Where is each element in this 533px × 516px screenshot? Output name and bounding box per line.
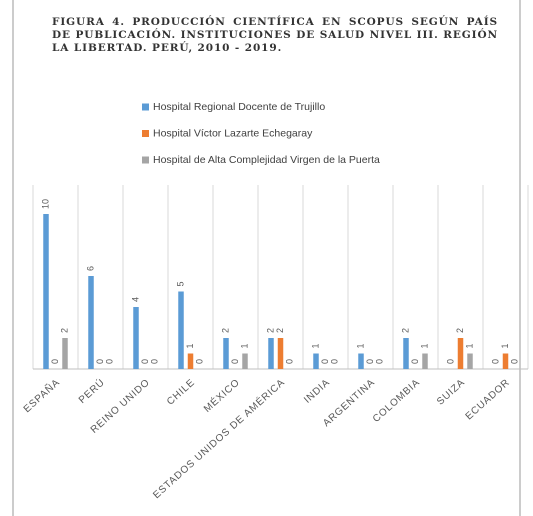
legend-label: Hospital Regional Docente de Trujillo [153,101,325,113]
data-label: 0 [320,359,330,364]
data-label: 0 [445,359,455,364]
data-label: 0 [50,359,60,364]
x-tick-label: ESPAÑA [20,376,62,416]
bar [313,353,319,369]
data-label: 0 [329,359,339,364]
bar [277,338,284,369]
data-label: 0 [230,359,240,364]
legend-swatch [142,156,149,164]
legend-label: Hospital de Alta Complejidad Virgen de l… [153,154,380,166]
legend-label: Hospital Víctor Lazarte Echegaray [153,127,313,139]
legend-swatch [142,103,149,111]
bar [358,353,364,369]
data-label: 0 [365,359,375,364]
data-label: 2 [265,328,275,333]
data-label: 1 [419,343,429,348]
data-label: 5 [175,281,185,286]
data-label: 0 [194,359,204,364]
x-tick-label: COLOMBIA [371,377,422,425]
data-label: 0 [490,359,500,364]
data-label: 6 [85,266,95,271]
bar [62,338,68,369]
bar [422,353,428,369]
bar [268,338,274,369]
bar [457,338,464,369]
data-label: 10 [40,199,50,209]
data-label: 2 [400,328,410,333]
x-tick-label: PERÚ [76,376,108,406]
data-label: 2 [220,328,230,333]
data-label: 1 [355,343,365,348]
data-label: 1 [464,343,474,348]
x-tick-label: MÉXICO [201,376,243,415]
data-label: 0 [104,359,114,364]
bar [242,353,248,369]
legend-swatch [142,130,149,137]
data-label: 0 [410,359,420,364]
data-label: 1 [500,343,510,348]
data-label: 2 [59,328,69,333]
bar [502,353,509,369]
data-label: 4 [130,297,140,302]
data-label: 0 [149,359,159,364]
bar [187,353,194,369]
bar [403,338,409,369]
bar [133,307,139,369]
data-label: 0 [140,359,150,364]
chart-title: FIGURA 4. PRODUCCIÓN CIENTÍFICA EN SCOPU… [52,16,498,54]
data-label: 0 [509,359,519,364]
bar [467,353,473,369]
data-label: 0 [374,359,384,364]
x-tick-label: ECUADOR [464,377,513,422]
data-label: 1 [239,343,249,348]
data-label: 1 [310,343,320,348]
data-label: 2 [275,328,285,333]
bar [88,276,94,369]
x-tick-label: CHILE [165,377,197,408]
data-label: 2 [455,328,465,333]
bar [223,338,229,369]
x-tick-label: SUIZA [435,377,467,408]
data-label: 1 [185,343,195,348]
bar [43,214,49,369]
x-tick-label: INDIA [302,377,332,406]
bar [178,291,184,369]
data-label: 0 [284,359,294,364]
data-label: 0 [95,359,105,364]
